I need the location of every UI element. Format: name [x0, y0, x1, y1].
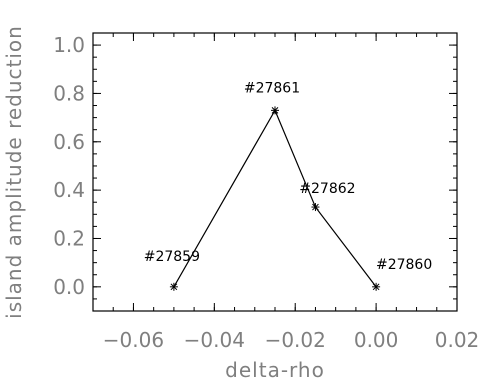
- series-group: [169, 106, 381, 291]
- data-point-label: #27859: [144, 249, 200, 265]
- y-tick-label: 1.0: [53, 33, 85, 57]
- data-point-label: #27861: [244, 80, 300, 96]
- x-axis-label: delta-rho: [225, 358, 325, 382]
- x-tick-label: −0.04: [184, 328, 245, 352]
- y-axis-label: island amplitude reduction: [2, 25, 26, 319]
- data-point-marker: [372, 282, 381, 291]
- x-tick-label: −0.02: [265, 328, 326, 352]
- data-point-label: #27860: [376, 257, 432, 273]
- x-tick-label: 0.00: [354, 328, 399, 352]
- y-tick-label: 0.2: [53, 226, 85, 250]
- point-annotations: #27859 #27861 #27862 #27860: [144, 80, 433, 272]
- tick-labels: −0.06 −0.04 −0.02 0.00 0.02 0.0 0.2 0.4 0.6 0.8 1.…: [53, 33, 479, 352]
- data-point-marker: [311, 203, 320, 212]
- y-tick-label: 0.4: [53, 178, 85, 202]
- axis-ticks: [92, 33, 458, 312]
- data-point-marker: [169, 282, 178, 291]
- y-tick-label: 0.6: [53, 130, 85, 154]
- x-tick-label: 0.02: [435, 328, 480, 352]
- data-point-marker: [271, 106, 279, 115]
- x-tick-label: −0.06: [103, 328, 164, 352]
- y-tick-label: 0.0: [53, 275, 85, 299]
- data-point-label: #27862: [299, 181, 355, 197]
- series-line: [173, 109, 377, 288]
- y-tick-label: 0.8: [53, 81, 85, 105]
